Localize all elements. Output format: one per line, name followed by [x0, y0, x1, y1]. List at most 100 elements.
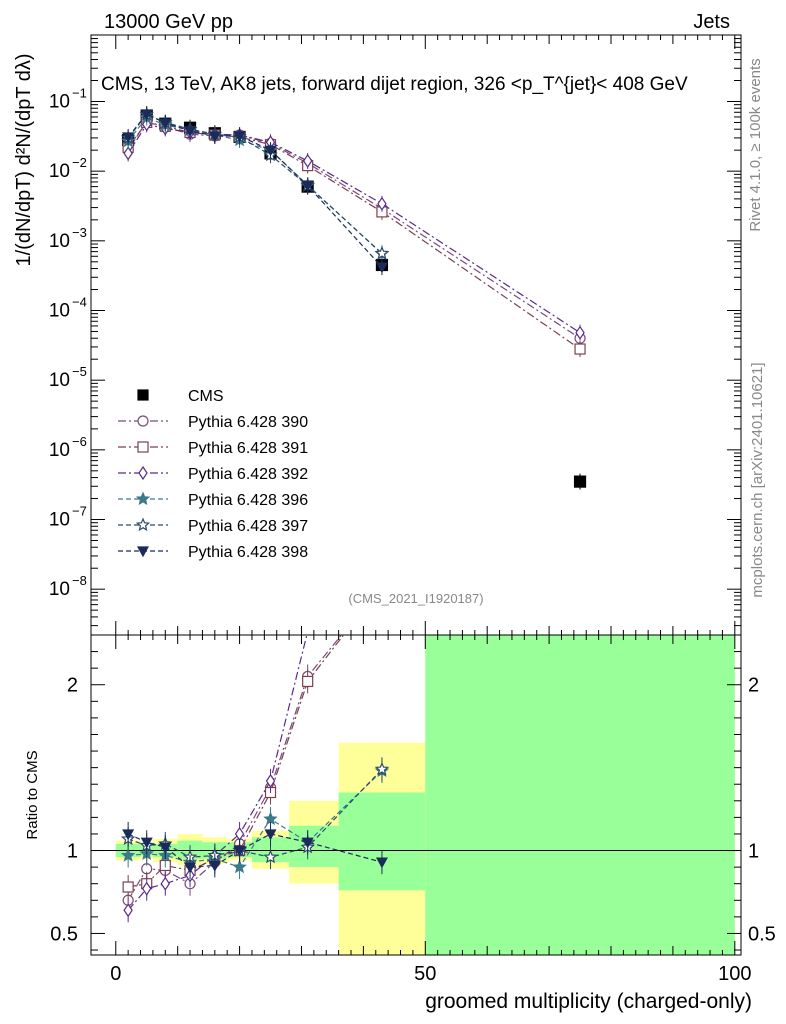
ratio-point — [159, 842, 172, 854]
y-tick-exp: −6 — [72, 434, 87, 449]
legend-item: Pythia 6.428 391 — [118, 440, 308, 457]
data-point — [375, 262, 388, 274]
band-green-9 — [425, 635, 735, 955]
legend-label: Pythia 6.428 398 — [188, 544, 308, 561]
legend-item: Pythia 6.428 392 — [118, 465, 308, 483]
chart-title: CMS, 13 TeV, AK8 jets, forward dijet reg… — [101, 74, 688, 95]
legend-marker — [137, 415, 149, 427]
axes: 10 −810 −710 −610 −510 −410 −310 −210 −10 50 1000.… — [49, 34, 776, 985]
header-left-label: 13000 GeV pp — [104, 11, 233, 33]
ratio-point — [160, 876, 171, 891]
data-point — [575, 325, 585, 340]
ratio-point — [233, 845, 246, 857]
legend-label: Pythia 6.428 397 — [188, 518, 308, 535]
y-tick-label-main: 10 — [49, 231, 70, 252]
ratio-point — [141, 881, 152, 896]
ratio-point — [263, 811, 278, 826]
data-point — [233, 131, 246, 143]
ratio-bands — [115, 635, 735, 955]
ratio-point — [184, 862, 197, 874]
x-axis-label: groomed multiplicity (charged-only) — [425, 990, 752, 1013]
y-tick-label-main: 10 — [49, 579, 70, 600]
ratio-point — [122, 881, 134, 893]
band-green-8 — [338, 792, 426, 891]
y-tick-exp: −1 — [72, 85, 87, 100]
series-0 — [122, 107, 587, 490]
ratio-point — [374, 761, 390, 776]
legend-label: Pythia 6.428 391 — [188, 440, 308, 457]
y-tick-label-ratio: 0.5 — [50, 923, 78, 945]
series-6 — [122, 106, 388, 880]
legend-marker — [137, 389, 149, 401]
series-line-main — [127, 113, 383, 254]
legend-label: Pythia 6.428 392 — [188, 466, 308, 483]
y-tick-exp: −5 — [72, 364, 87, 379]
chart-title-text: CMS, 13 TeV, AK8 jets, forward dijet reg… — [101, 74, 688, 95]
legend-marker — [135, 491, 151, 506]
legend-marker — [138, 465, 148, 481]
legend-marker — [135, 517, 151, 532]
ratio-point — [140, 837, 153, 849]
ratio-point — [123, 903, 133, 918]
series-line-ratio — [128, 770, 383, 868]
y-tick-label-main: 10 — [49, 510, 70, 531]
x-tick-label: 0 — [110, 963, 121, 985]
y-tick-exp: −7 — [72, 504, 87, 519]
ratio-point — [208, 860, 221, 872]
y-tick-exp: −2 — [72, 155, 87, 170]
y-tick-label-main: 10 — [49, 370, 70, 391]
data-point — [159, 118, 172, 130]
legend: CMS Pythia 6.428 390 Pythia 6.428 391 Pythi… — [118, 388, 308, 561]
data-point — [377, 196, 387, 211]
ratio-point — [263, 849, 278, 864]
y-tick-label-main: 10 — [49, 91, 70, 112]
legend-label: Pythia 6.428 390 — [188, 414, 308, 431]
ratio-point — [232, 859, 247, 874]
legend-marker — [137, 441, 149, 453]
y-tick-exp: −8 — [72, 573, 87, 588]
y-tick-label-main: 10 — [49, 161, 70, 182]
data-point — [208, 131, 221, 143]
data-point — [184, 126, 197, 137]
data-point — [140, 109, 153, 121]
ratio-point — [301, 837, 314, 849]
y-tick-exp: −4 — [72, 294, 87, 309]
y-tick-label-ratio-right: 1 — [748, 841, 759, 863]
ratio-point — [375, 857, 388, 869]
y-tick-label-main: 10 — [49, 300, 70, 321]
legend-item: Pythia 6.428 397 — [118, 517, 308, 535]
rivet-label: Rivet 4.1.0, ≥ 100k events — [747, 58, 764, 231]
band-green-7 — [289, 825, 339, 868]
ratio-point — [265, 773, 276, 788]
y-tick-label-ratio-right: 2 — [748, 675, 759, 697]
series-line-main — [127, 113, 383, 268]
legend-marker — [136, 546, 150, 558]
legend-label: CMS — [188, 388, 224, 405]
ratio-plot-frame — [90, 634, 742, 956]
series-group — [120, 106, 587, 923]
y-tick-exp: −3 — [72, 225, 87, 240]
data-point — [302, 153, 313, 169]
legend-item: CMS — [137, 388, 224, 405]
x-tick-label: 100 — [718, 963, 751, 985]
data-point — [123, 146, 133, 161]
series-line-ratio — [127, 635, 308, 911]
data-point — [301, 181, 314, 192]
ratio-point — [122, 829, 135, 841]
y-tick-label-ratio-right: 0.5 — [748, 923, 776, 945]
ratio-point — [264, 829, 277, 841]
y-axis-label-ratio: Ratio to CMS — [24, 750, 41, 839]
header-right-label: Jets — [693, 11, 730, 33]
y-axis-label-main: 1/(dN/dpT) d²N/(dpT dλ) — [13, 53, 35, 266]
x-tick-label: 50 — [414, 963, 436, 985]
series-line-main — [127, 120, 581, 339]
legend-item: Pythia 6.428 396 — [118, 491, 308, 509]
analysis-watermark: (CMS_2021_I1920187) — [348, 591, 483, 606]
series-line-ratio — [127, 635, 343, 901]
data-point — [573, 475, 587, 488]
legend-item: Pythia 6.428 398 — [118, 544, 308, 561]
ratio-point — [120, 847, 136, 862]
data-point — [374, 245, 390, 260]
legend-item: Pythia 6.428 390 — [118, 414, 308, 431]
mcplots-label: mcplots.cern.ch [arXiv:2401.10621] — [749, 362, 766, 597]
